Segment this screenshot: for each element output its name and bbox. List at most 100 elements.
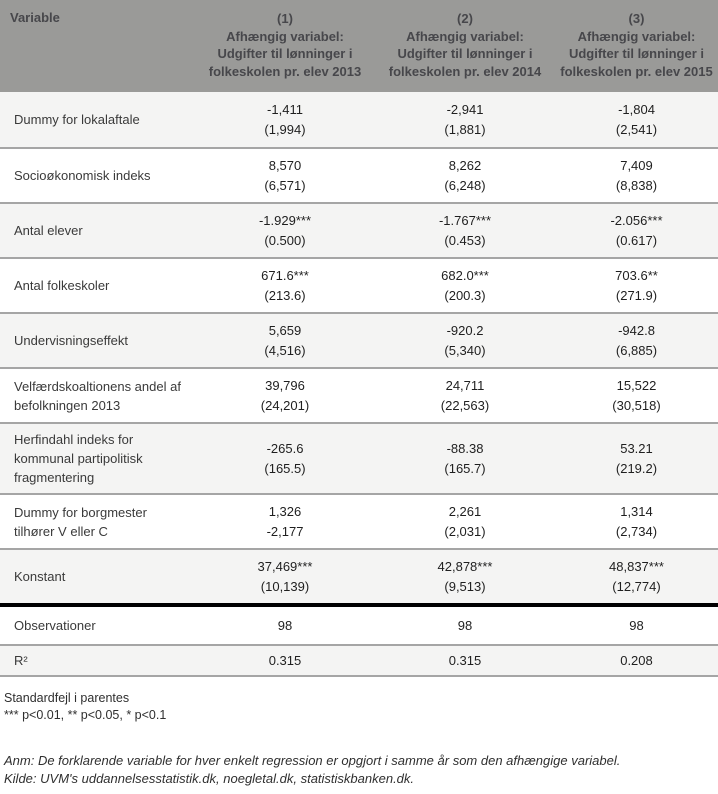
summary-row: R² 0.315 0.315 0.208 [0, 644, 718, 675]
coefficient-value: 5,659 [268, 322, 302, 338]
standard-error-value: -2,177 [266, 523, 304, 539]
standard-error-value: (2,734) [615, 523, 658, 539]
coefficient-value: 2,261 [448, 503, 482, 519]
table-row: Konstant 37,469*** (10,139) 42,878*** (9… [0, 548, 718, 603]
standard-error-value: (6,885) [615, 342, 658, 358]
significance-note: *** p<0.01, ** p<0.05, * p<0.1 [4, 708, 167, 722]
summary-value: 98 [629, 618, 644, 633]
coefficient-value: 1,326 [268, 503, 302, 519]
cell: -1.929*** (0.500) [195, 211, 375, 251]
table-row: Herfindahl indeks for kommunal partipoli… [0, 422, 718, 493]
table-row: Velfærdskoaltionens andel af befolkninge… [0, 367, 718, 422]
table-footer: Standardfejl i parentes *** p<0.01, ** p… [0, 677, 718, 788]
coefficient-value: 42,878*** [437, 558, 493, 574]
coefficient-value: -1.767*** [438, 212, 492, 228]
column-title-line: Afhængig variabel: [226, 28, 344, 44]
row-label: Herfindahl indeks for kommunal partipoli… [14, 432, 143, 485]
table-header: Variable (1) Afhængig variabel: Udgifter… [0, 0, 718, 92]
cell: -88.38 (165.7) [375, 439, 555, 479]
header-column-2: (2) Afhængig variabel: Udgifter til lønn… [375, 0, 555, 92]
summary-value: 0.208 [620, 653, 653, 668]
summary-value: 98 [277, 618, 293, 633]
coefficient-value: 8,262 [448, 157, 482, 173]
standard-error-value: (0.453) [444, 232, 486, 248]
cell: 7,409 (8,838) [555, 156, 718, 196]
cell: -1,411 (1,994) [195, 100, 375, 140]
cell: 5,659 (4,516) [195, 321, 375, 361]
cell: 39,796 (24,201) [195, 376, 375, 416]
anm-note: Anm: De forklarende variable for hver en… [4, 753, 621, 768]
standard-error-note: Standardfejl i parentes [4, 691, 130, 705]
cell: -942.8 (6,885) [555, 321, 718, 361]
standard-error-value: (5,340) [444, 342, 486, 358]
table-summary: Observationer 98 98 98 R² 0.315 0.315 0.… [0, 607, 718, 677]
table-row: Undervisningseffekt 5,659 (4,516) -920.2… [0, 312, 718, 367]
row-label: Dummy for lokalaftale [14, 112, 140, 127]
column-title-line: folkeskolen pr. elev 2013 [208, 63, 362, 79]
standard-error-value: (1,881) [444, 121, 486, 137]
coefficient-value: 682.0*** [441, 267, 489, 283]
row-label: Konstant [14, 569, 66, 584]
row-label: Velfærdskoaltionens andel af befolkninge… [14, 378, 181, 413]
coefficient-value: 671.6*** [261, 267, 309, 283]
column-title-line: Afhængig variabel: [577, 28, 696, 44]
cell: 37,469*** (10,139) [195, 557, 375, 597]
cell: 2,261 (2,031) [375, 502, 555, 542]
standard-error-value: (271.9) [615, 287, 658, 303]
cell: 682.0*** (200.3) [375, 266, 555, 306]
coefficient-value: 39,796 [265, 377, 305, 393]
standard-error-value: (219.2) [615, 460, 658, 476]
coefficient-value: 48,837*** [609, 558, 664, 574]
row-label: Dummy for borgmester tilhører V eller C [14, 504, 147, 539]
coefficient-value: 7,409 [620, 157, 653, 173]
column-number: (2) [457, 11, 473, 26]
coefficient-value: 1,314 [620, 503, 653, 519]
standard-error-value: (6,571) [264, 177, 306, 193]
summary-label: R² [14, 653, 28, 668]
column-title-line: Afhængig variabel: [406, 28, 524, 44]
coefficient-value: 8,570 [268, 157, 302, 173]
kilde-note: Kilde: UVM's uddannelsesstatistik.dk, no… [4, 771, 415, 786]
cell: -2,941 (1,881) [375, 100, 555, 140]
coefficient-value: 24,711 [445, 377, 485, 393]
column-title-line: Udgifter til lønninger i [397, 46, 533, 61]
cell: 8,570 (6,571) [195, 156, 375, 196]
standard-error-value: (0.500) [264, 232, 306, 248]
column-title-line: Udgifter til lønninger i [568, 46, 705, 61]
cell: -2.056*** (0.617) [555, 211, 718, 251]
standard-error-value: (2,031) [444, 523, 486, 539]
cell: 8,262 (6,248) [375, 156, 555, 196]
standard-error-value: (200.3) [444, 287, 486, 303]
coefficient-value: -2.056*** [610, 212, 663, 228]
standard-error-value: (4,516) [264, 342, 306, 358]
cell: 48,837*** (12,774) [555, 557, 718, 597]
standard-error-value: (6,248) [444, 177, 486, 193]
standard-error-value: (165.5) [264, 460, 306, 476]
coefficient-value: 15,522 [616, 377, 657, 393]
standard-error-value: (213.6) [264, 287, 306, 303]
standard-error-value: (10,139) [260, 578, 310, 594]
summary-value: 0.315 [268, 653, 302, 668]
coefficient-value: -942.8 [618, 322, 655, 338]
footer-spacer [4, 724, 712, 752]
table-row: Dummy for borgmester tilhører V eller C … [0, 493, 718, 548]
row-label: Undervisningseffekt [14, 333, 128, 348]
table-body: Dummy for lokalaftale -1,411 (1,994) -2,… [0, 92, 718, 607]
standard-error-value: (0.617) [615, 232, 658, 248]
summary-label: Observationer [14, 618, 96, 633]
coefficient-value: -1,411 [267, 101, 303, 117]
coefficient-value: -265.6 [266, 440, 304, 456]
table-row: Socioøkonomisk indeks 8,570 (6,571) 8,26… [0, 147, 718, 202]
cell: 15,522 (30,518) [555, 376, 718, 416]
table-row: Dummy for lokalaftale -1,411 (1,994) -2,… [0, 92, 718, 147]
table-row: Antal folkeskoler 671.6*** (213.6) 682.0… [0, 257, 718, 312]
standard-error-value: (22,563) [440, 397, 490, 413]
column-number: (3) [628, 11, 645, 26]
cell: 671.6*** (213.6) [195, 266, 375, 306]
standard-error-value: (12,774) [612, 578, 661, 594]
standard-error-value: (9,513) [444, 578, 486, 594]
coefficient-value: -1,804 [618, 101, 655, 117]
summary-value: 98 [457, 618, 473, 633]
cell: -265.6 (165.5) [195, 439, 375, 479]
cell: 24,711 (22,563) [375, 376, 555, 416]
